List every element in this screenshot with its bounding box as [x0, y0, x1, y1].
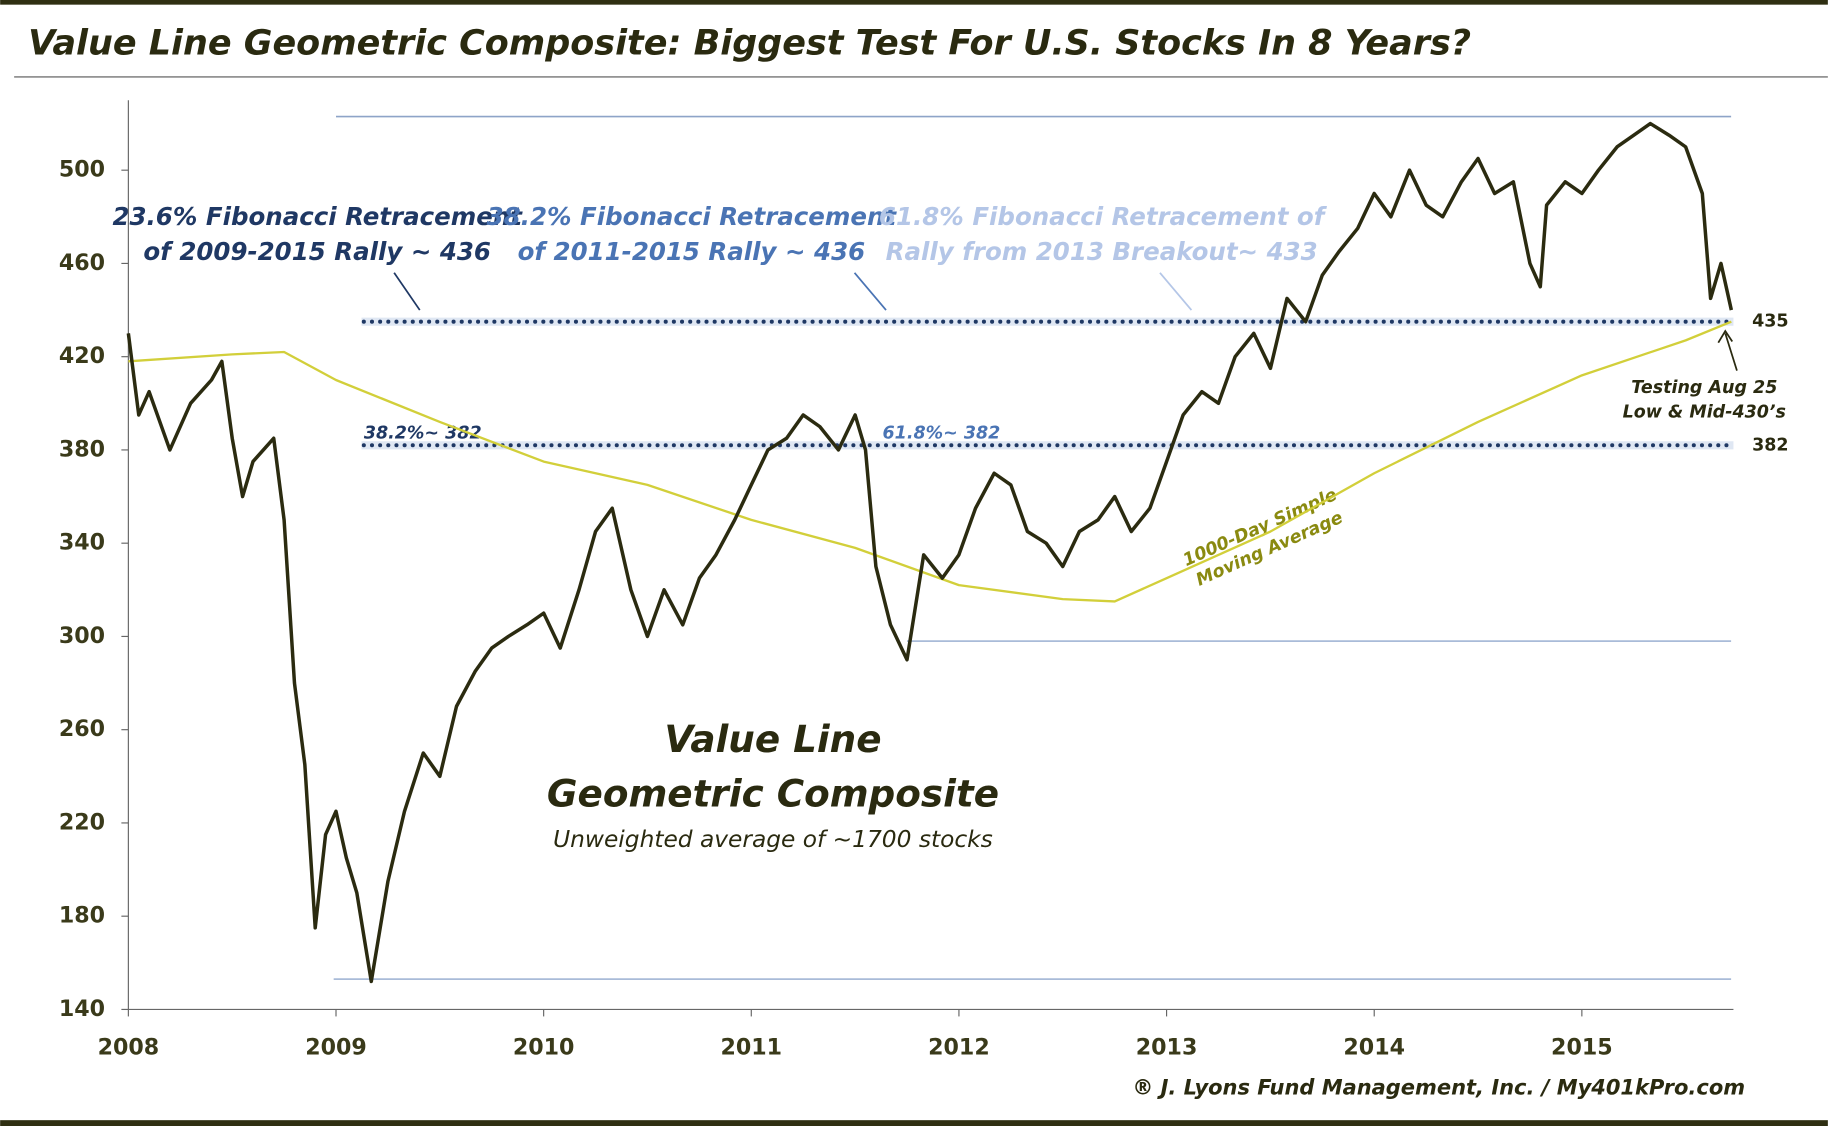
x-tick-label: 2014: [1343, 1034, 1405, 1060]
annotation: 23.6% Fibonacci Retracement: [112, 202, 523, 231]
y-tick-label: 380: [59, 436, 105, 462]
y-tick-label: 420: [59, 343, 105, 369]
y-tick-label: 500: [59, 157, 105, 183]
x-tick-label: 2010: [513, 1034, 575, 1060]
level-label: 382: [1752, 435, 1788, 455]
annotation: Rally from 2013 Breakout~ 433: [886, 237, 1318, 266]
x-tick-label: 2009: [305, 1034, 367, 1060]
top-border: [0, 0, 1828, 5]
x-tick-label: 2011: [720, 1034, 782, 1060]
bottom-border: [0, 1120, 1828, 1126]
y-tick-label: 300: [59, 623, 105, 649]
annotation: of 2011-2015 Rally ~ 436: [518, 237, 866, 266]
annotation: Low & Mid-430’s: [1623, 403, 1786, 423]
inner-title: Geometric Composite: [547, 772, 999, 816]
x-tick-label: 2013: [1136, 1034, 1198, 1060]
annotation: Testing Aug 25: [1631, 378, 1777, 398]
pointer: [393, 272, 421, 311]
y-tick-label: 260: [59, 716, 105, 742]
series-line: [128, 320, 1732, 603]
annotation: 61.8%~ 382: [883, 424, 1001, 444]
y-tick-label: 180: [59, 903, 105, 929]
y-tick-label: 340: [59, 530, 105, 556]
x-tick-label: 2008: [98, 1034, 160, 1060]
x-tick-label: 2015: [1551, 1034, 1613, 1060]
level-label: 435: [1752, 312, 1788, 332]
annotation: 38.2% Fibonacci Retracement: [487, 202, 898, 231]
annotation: 61.8% Fibonacci Retracement of: [879, 202, 1328, 231]
arrow: [1717, 329, 1738, 371]
pointer: [853, 272, 887, 311]
y-tick-label: 460: [59, 250, 105, 276]
inner-title: Value Line: [664, 717, 881, 761]
series-line: [126, 121, 1734, 984]
plot: 140 180 220 260 300 340 380 420 460 500 2008 2009 20…: [59, 100, 1789, 1060]
credit: ® J. Lyons Fund Management, Inc. / My401…: [1132, 1076, 1745, 1100]
inner-subtitle: Unweighted average of ~1700 stocks: [553, 826, 993, 853]
chart-title: Value Line Geometric Composite: Biggest …: [28, 23, 1471, 63]
pointer: [1159, 272, 1193, 311]
x-tick-label: 2012: [928, 1034, 990, 1060]
annotation: 38.2%~ 382: [364, 424, 482, 444]
annotation: of 2009-2015 Rally ~ 436: [143, 237, 491, 266]
y-tick-label: 140: [59, 996, 105, 1022]
y-tick-label: 220: [59, 809, 105, 835]
